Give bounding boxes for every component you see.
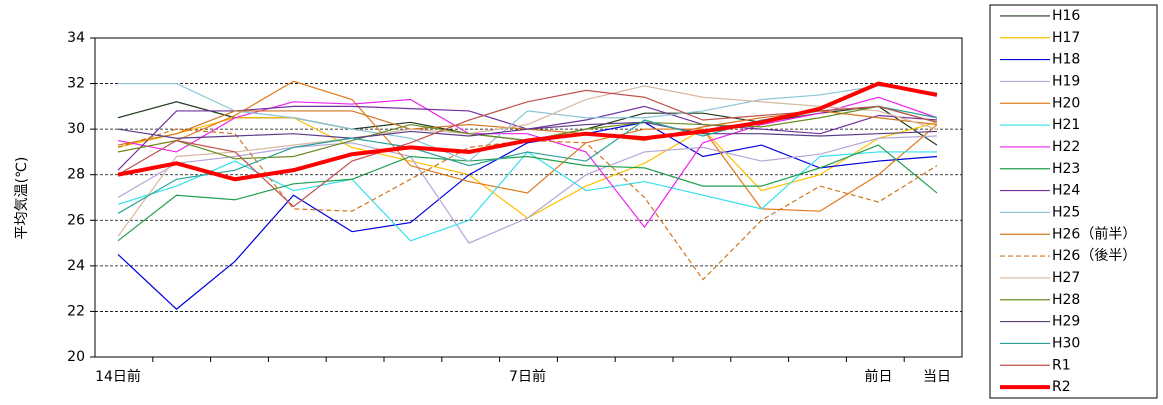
y-tick-label: 20	[67, 349, 85, 365]
legend-label: H26（前半）	[1052, 225, 1136, 242]
legend-label: H20	[1052, 95, 1080, 111]
y-tick-label: 22	[67, 303, 85, 319]
y-tick-label: 24	[67, 258, 85, 274]
series-line	[117, 96, 938, 229]
legend-label: H24	[1052, 183, 1080, 199]
legend-label: H25	[1052, 204, 1080, 220]
y-tick-label: 28	[67, 167, 85, 183]
legend-label: H18	[1052, 52, 1080, 68]
series-line	[117, 135, 938, 244]
legend-label: H30	[1052, 335, 1080, 351]
series-line	[118, 82, 938, 162]
legend-label: H16	[1052, 8, 1080, 24]
x-tick-label: 7日前	[509, 368, 546, 385]
series-line	[117, 85, 938, 237]
x-tick-label: 前日	[865, 368, 893, 385]
legend: H16 H17 H18 H19 H20 H21 H22 H23 H24 H25 H26（前半） H26…	[1000, 8, 1136, 395]
series-line	[117, 144, 938, 242]
x-tick-label: 当日	[923, 369, 951, 385]
y-axis-label: 平均気温(℃)	[14, 157, 30, 240]
legend-box	[989, 4, 1158, 399]
legend-label: H29	[1052, 314, 1080, 330]
legend-label: H17	[1052, 30, 1080, 46]
series-line	[117, 80, 938, 212]
y-tick-label: 34	[67, 30, 85, 46]
legend-label: H21	[1052, 117, 1080, 133]
y-tick-label: 26	[67, 212, 85, 228]
x-tick-label: 14日前	[95, 368, 141, 385]
y-tick-label: 30	[67, 121, 85, 137]
legend-label: R2	[1052, 379, 1071, 395]
series-line	[117, 81, 938, 182]
legend-label: H27	[1052, 270, 1080, 286]
legend-label: H22	[1052, 139, 1080, 155]
legend-label: H28	[1052, 292, 1080, 308]
y-tick-label: 32	[67, 76, 85, 92]
legend-label: H19	[1052, 73, 1080, 89]
legend-label: R1	[1052, 357, 1071, 373]
legend-label: H23	[1052, 161, 1080, 177]
plot-frame	[94, 37, 963, 358]
series-line	[117, 105, 938, 214]
legend-label: H26（後半）	[1052, 248, 1136, 264]
series-line	[117, 121, 938, 310]
series-line	[117, 121, 938, 139]
